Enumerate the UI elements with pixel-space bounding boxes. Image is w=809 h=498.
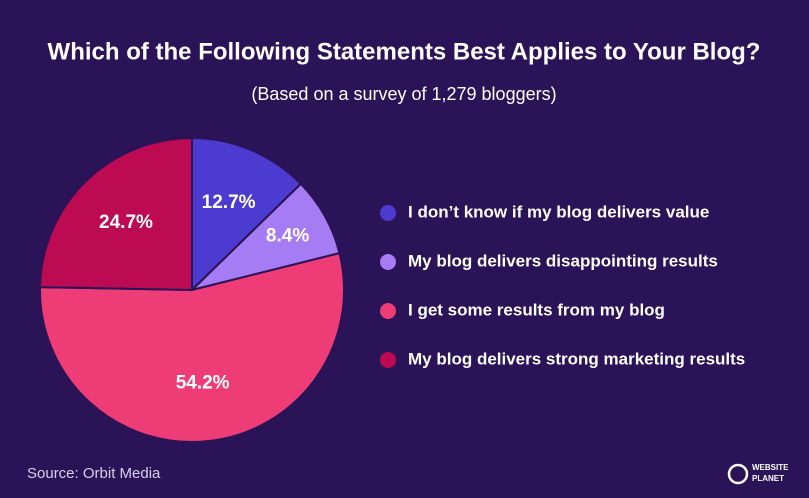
- value-label: 8.4%: [266, 226, 309, 247]
- pie-slice: [39, 251, 345, 443]
- legend-label: My blog delivers disappointing results: [408, 251, 718, 270]
- source: Source: Orbit Media: [27, 465, 161, 482]
- pie-slice: [191, 136, 303, 293]
- logo-icon: [727, 463, 749, 485]
- logo-text: PLANET: [752, 474, 784, 483]
- legend-swatch: [380, 205, 396, 221]
- value-label: 54.2%: [176, 373, 230, 394]
- value-label: 24.7%: [99, 212, 153, 233]
- chart-title: Which of the Following Statements Best A…: [48, 38, 761, 65]
- pie-slice: [39, 136, 193, 292]
- legend-swatch: [380, 254, 396, 270]
- legend-label: My blog delivers strong marketing result…: [408, 349, 745, 368]
- value-label: 12.7%: [202, 192, 256, 213]
- legend-label: I get some results from my blog: [408, 300, 665, 319]
- legend-label: I don’t know if my blog delivers value: [408, 202, 709, 221]
- chart-subtitle: (Based on a survey of 1,279 bloggers): [251, 84, 556, 104]
- legend-swatch: [380, 352, 396, 368]
- logo: WEBSITE PLANET: [727, 463, 789, 485]
- logo-text: WEBSITE: [752, 463, 789, 472]
- legend-swatch: [380, 303, 396, 319]
